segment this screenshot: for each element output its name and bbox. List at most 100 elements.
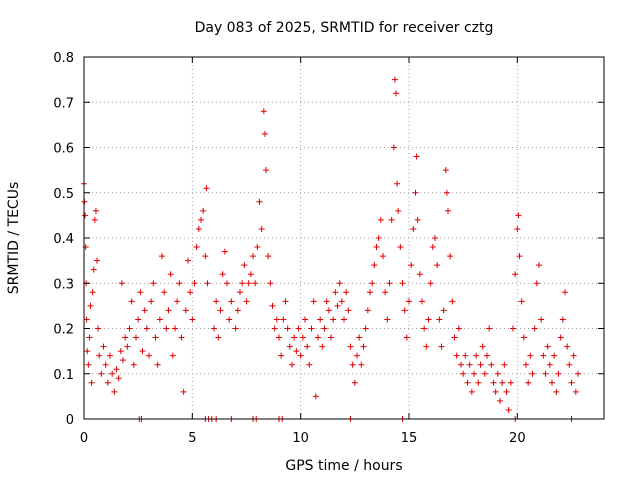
data-point (191, 280, 198, 287)
data-point (195, 225, 202, 232)
data-point (425, 316, 432, 323)
data-point (280, 316, 287, 323)
data-point (332, 289, 339, 296)
data-point (325, 307, 332, 314)
data-point (391, 76, 398, 83)
data-point (564, 343, 571, 350)
data-point (254, 244, 261, 251)
data-point (169, 352, 176, 359)
data-point (440, 307, 447, 314)
data-point (293, 348, 300, 355)
data-point (338, 298, 345, 305)
data-point (258, 225, 265, 232)
data-point (200, 207, 207, 214)
data-point (321, 325, 328, 332)
data-point (481, 370, 488, 377)
data-point (345, 307, 352, 314)
data-point (367, 289, 373, 296)
data-point (111, 388, 118, 395)
data-point (150, 280, 157, 287)
data-point (503, 388, 510, 395)
data-point (189, 316, 196, 323)
data-point (512, 271, 519, 278)
grid-layer (84, 57, 604, 419)
data-point (516, 253, 523, 260)
data-point (228, 298, 235, 305)
data-point (250, 253, 256, 260)
data-point (291, 334, 298, 341)
data-point (141, 307, 148, 314)
tick-layer: 0 0.1 0.2 0.3 0.4 0.5 0.6 0.7 0.8 0 5 10 15 20 (53, 51, 604, 446)
y-tick-label: 0.2 (53, 323, 74, 338)
y-tick-label: 0.7 (53, 96, 74, 111)
data-point (566, 361, 573, 368)
data-point (416, 271, 423, 278)
data-point (239, 280, 246, 287)
data-point (135, 316, 142, 323)
data-point (178, 334, 185, 341)
data-point (570, 352, 577, 359)
data-point (395, 207, 402, 214)
data-point (555, 370, 562, 377)
data-point (159, 253, 165, 260)
data-point (390, 144, 397, 151)
data-point (260, 108, 267, 115)
data-point (394, 180, 401, 187)
data-point (369, 280, 376, 287)
data-point (308, 325, 315, 332)
data-point (356, 334, 363, 341)
data-point (393, 90, 399, 97)
data-point (406, 298, 412, 305)
data-point (382, 289, 389, 296)
chart-title: Day 083 of 2025, SRMTID for receiver czt… (195, 20, 494, 36)
data-point (282, 298, 289, 305)
data-point (224, 280, 230, 287)
data-point (464, 379, 471, 386)
data-point (89, 289, 96, 296)
data-point (98, 370, 105, 377)
data-point (462, 352, 469, 359)
data-point (351, 379, 358, 386)
data-point (297, 352, 304, 359)
data-point (531, 325, 538, 332)
data-point (234, 307, 241, 314)
data-point (317, 316, 324, 323)
data-point (572, 388, 579, 395)
data-point (341, 316, 347, 323)
data-point (358, 361, 365, 368)
data-point (330, 316, 337, 323)
data-point (514, 225, 521, 232)
data-point (232, 325, 239, 332)
data-point (83, 316, 90, 323)
y-axis-label: SRMTID / TECUs (6, 182, 22, 295)
data-point (267, 280, 274, 287)
data-point (245, 280, 252, 287)
data-point (536, 262, 542, 269)
data-point (451, 334, 458, 341)
data-point (252, 280, 259, 287)
data-point (575, 370, 581, 377)
data-point (520, 334, 527, 341)
data-point (328, 334, 334, 341)
data-point (434, 262, 441, 269)
data-point (497, 397, 503, 404)
data-point (102, 361, 109, 368)
data-point (380, 253, 386, 260)
data-point (568, 379, 575, 386)
data-point (243, 298, 250, 305)
data-point (284, 325, 291, 332)
data-point (466, 361, 473, 368)
data-point (137, 289, 144, 296)
data-point (143, 325, 150, 332)
data-point (501, 361, 508, 368)
data-point (202, 253, 209, 260)
data-point (477, 361, 484, 368)
x-tick-label: 5 (188, 431, 196, 446)
data-point (492, 388, 499, 395)
y-tick-label: 0 (66, 413, 74, 428)
data-point (167, 271, 174, 278)
data-point (124, 343, 131, 350)
x-tick-label: 10 (292, 431, 309, 446)
data-point (347, 343, 354, 350)
data-point (538, 316, 545, 323)
